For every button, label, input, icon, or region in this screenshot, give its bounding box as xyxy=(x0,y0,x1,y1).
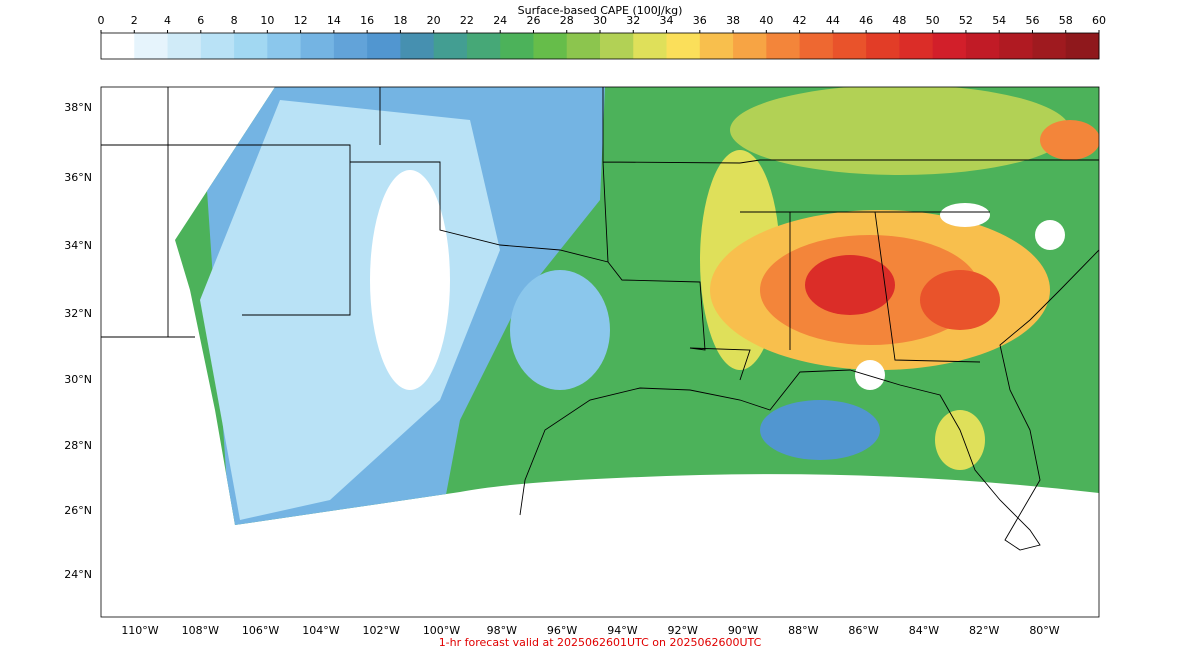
colorbar-swatch xyxy=(633,33,668,59)
forecast-footer: 1-hr forecast valid at 2025062601UTC on … xyxy=(439,636,762,649)
colorbar-swatch xyxy=(1065,33,1100,59)
colorbar-swatch xyxy=(167,33,202,59)
colorbar-swatch xyxy=(101,33,135,59)
colorbar-swatch xyxy=(965,33,1000,59)
lon-label: 82°W xyxy=(969,624,999,637)
lon-label: 92°W xyxy=(668,624,698,637)
lon-label: 104°W xyxy=(302,624,339,637)
colorbar-tick-label: 28 xyxy=(560,14,574,27)
lon-label: 86°W xyxy=(848,624,878,637)
colorbar-swatch xyxy=(899,33,934,59)
colorbar-swatch xyxy=(866,33,900,59)
colorbar-swatch xyxy=(832,33,867,59)
lon-label: 100°W xyxy=(423,624,460,637)
colorbar-swatch xyxy=(733,33,767,59)
colorbar-tick-label: 20 xyxy=(427,14,441,27)
colorbar-tick-label: 16 xyxy=(360,14,374,27)
lon-label: 102°W xyxy=(363,624,400,637)
lat-label: 26°N xyxy=(64,504,92,517)
boundaries xyxy=(101,87,1100,551)
colorbar-tick-label: 32 xyxy=(626,14,640,27)
colorbar-tick-label: 30 xyxy=(593,14,607,27)
lon-label: 80°W xyxy=(1029,624,1059,637)
colorbar-tick-label: 24 xyxy=(493,14,507,27)
colorbar-tick-label: 38 xyxy=(726,14,740,27)
lon-label: 88°W xyxy=(788,624,818,637)
colorbar-tick-label: 22 xyxy=(460,14,474,27)
colorbar-swatch xyxy=(699,33,734,59)
colorbar-tick-label: 34 xyxy=(660,14,674,27)
colorbar-swatch xyxy=(666,33,701,59)
lon-label: 94°W xyxy=(607,624,637,637)
lon-label: 106°W xyxy=(242,624,279,637)
colorbar-tick-label: 4 xyxy=(164,14,171,27)
lon-label: 108°W xyxy=(182,624,219,637)
lat-label: 36°N xyxy=(64,171,92,184)
colorbar-tick-label: 2 xyxy=(131,14,138,27)
colorbar-tick-label: 60 xyxy=(1092,14,1106,27)
lon-label: 98°W xyxy=(487,624,517,637)
lat-label: 30°N xyxy=(64,373,92,386)
colorbar-tick-label: 10 xyxy=(260,14,274,27)
colorbar-swatch xyxy=(300,33,335,59)
colorbar-swatch xyxy=(999,33,1033,59)
lat-label: 24°N xyxy=(64,568,92,581)
colorbar-tick-label: 48 xyxy=(892,14,906,27)
colorbar-title: Surface-based CAPE (100J/kg) xyxy=(518,4,683,17)
colorbar-tick-label: 14 xyxy=(327,14,341,27)
colorbar-swatch xyxy=(367,33,401,59)
lat-label: 34°N xyxy=(64,239,92,252)
colorbar-tick-label: 40 xyxy=(759,14,773,27)
colorbar-swatch xyxy=(267,33,302,59)
colorbar-tick-label: 0 xyxy=(98,14,105,27)
colorbar-tick-label: 52 xyxy=(959,14,973,27)
colorbar-swatch xyxy=(766,33,801,59)
colorbar-tick-label: 8 xyxy=(231,14,238,27)
colorbar-swatch xyxy=(234,33,268,59)
colorbar-tick-label: 42 xyxy=(793,14,807,27)
colorbar-swatch xyxy=(200,33,235,59)
colorbar-swatch xyxy=(932,33,967,59)
colorbar-tick-label: 56 xyxy=(1025,14,1039,27)
colorbar-swatch xyxy=(600,33,634,59)
colorbar-tick-label: 58 xyxy=(1059,14,1073,27)
colorbar-swatch xyxy=(433,33,468,59)
colorbar-swatch xyxy=(799,33,834,59)
colorbar-tick-label: 18 xyxy=(393,14,407,27)
lat-label: 32°N xyxy=(64,307,92,320)
colorbar-swatch xyxy=(500,33,534,59)
colorbar-swatch xyxy=(134,33,169,59)
lon-label: 84°W xyxy=(909,624,939,637)
colorbar-swatch xyxy=(1032,33,1067,59)
map-frame xyxy=(100,86,1100,618)
colorbar-tick-label: 26 xyxy=(526,14,540,27)
colorbar-swatch xyxy=(466,33,501,59)
colorbar-swatch xyxy=(333,33,368,59)
colorbar-swatch xyxy=(566,33,601,59)
colorbar-tick-label: 54 xyxy=(992,14,1006,27)
lat-label: 28°N xyxy=(64,439,92,452)
colorbar-tick-label: 12 xyxy=(294,14,308,27)
colorbar-swatch xyxy=(400,33,435,59)
colorbar-tick-label: 36 xyxy=(693,14,707,27)
lon-label: 96°W xyxy=(547,624,577,637)
colorbar-tick-label: 44 xyxy=(826,14,840,27)
colorbar-swatch xyxy=(533,33,568,59)
colorbar-tick-label: 6 xyxy=(197,14,204,27)
lon-label: 110°W xyxy=(121,624,158,637)
lon-label: 90°W xyxy=(728,624,758,637)
cape-field xyxy=(175,87,1099,525)
colorbar-tick-label: 50 xyxy=(926,14,940,27)
colorbar-tick-label: 46 xyxy=(859,14,873,27)
lat-label: 38°N xyxy=(64,101,92,114)
